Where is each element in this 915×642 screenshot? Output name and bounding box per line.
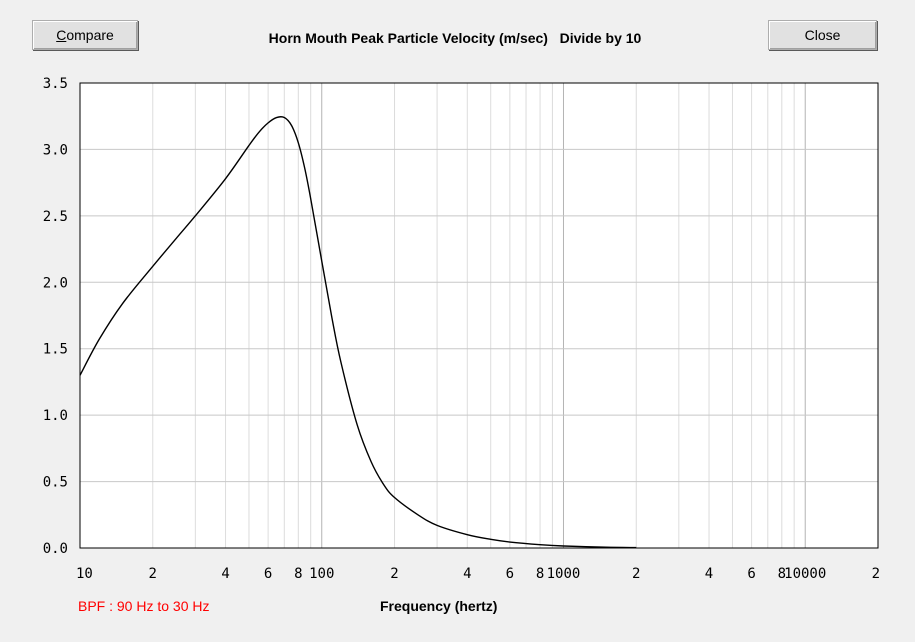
x-tick-label: 2 [872, 566, 880, 582]
grid-lines [80, 83, 878, 548]
y-tick-label: 3.5 [43, 76, 68, 92]
x-tick-label: 4 [705, 566, 713, 582]
x-tick-label: 4 [463, 566, 471, 582]
y-tick-label: 3.0 [43, 142, 68, 158]
x-tick-label: 6 [747, 566, 755, 582]
x-tick-label: 10000 [784, 566, 826, 582]
plot-area [80, 83, 878, 548]
x-tick-label: 2 [632, 566, 640, 582]
chart-title: Horn Mouth Peak Particle Velocity (m/sec… [268, 30, 642, 46]
compare-button-label: Compare [56, 27, 114, 43]
x-tick-label: 2 [390, 566, 398, 582]
x-tick-label: 8 [294, 566, 302, 582]
x-tick-label: 100 [309, 566, 334, 582]
bpf-note: BPF : 90 Hz to 30 Hz [78, 598, 210, 614]
x-tick-label: 8 [778, 566, 786, 582]
plot-border [79, 82, 879, 549]
y-tick-label: 0.5 [43, 475, 68, 491]
y-tick-label: 2.0 [43, 275, 68, 291]
y-tick-label: 1.5 [43, 342, 68, 358]
x-axis-label: Frequency (hertz) [380, 598, 498, 614]
y-tick-labels: 0.0 0.5 1.0 1.5 2.0 2.5 3.0 3.5 [43, 76, 68, 557]
close-button[interactable]: Close [768, 20, 877, 50]
y-tick-label: 1.0 [43, 408, 68, 424]
x-tick-label: 1000 [547, 566, 581, 582]
x-tick-label: 2 [149, 566, 157, 582]
x-tick-label: 4 [221, 566, 229, 582]
series-line-velocity [79, 116, 637, 549]
compare-button[interactable]: Compare [32, 20, 138, 50]
x-tick-label: 10 [76, 566, 93, 582]
close-button-label: Close [804, 27, 841, 43]
x-tick-label: 6 [264, 566, 272, 582]
y-tick-label: 2.5 [43, 209, 68, 225]
x-tick-label: 8 [536, 566, 544, 582]
y-tick-label: 0.0 [43, 541, 68, 557]
x-tick-label: 6 [506, 566, 514, 582]
